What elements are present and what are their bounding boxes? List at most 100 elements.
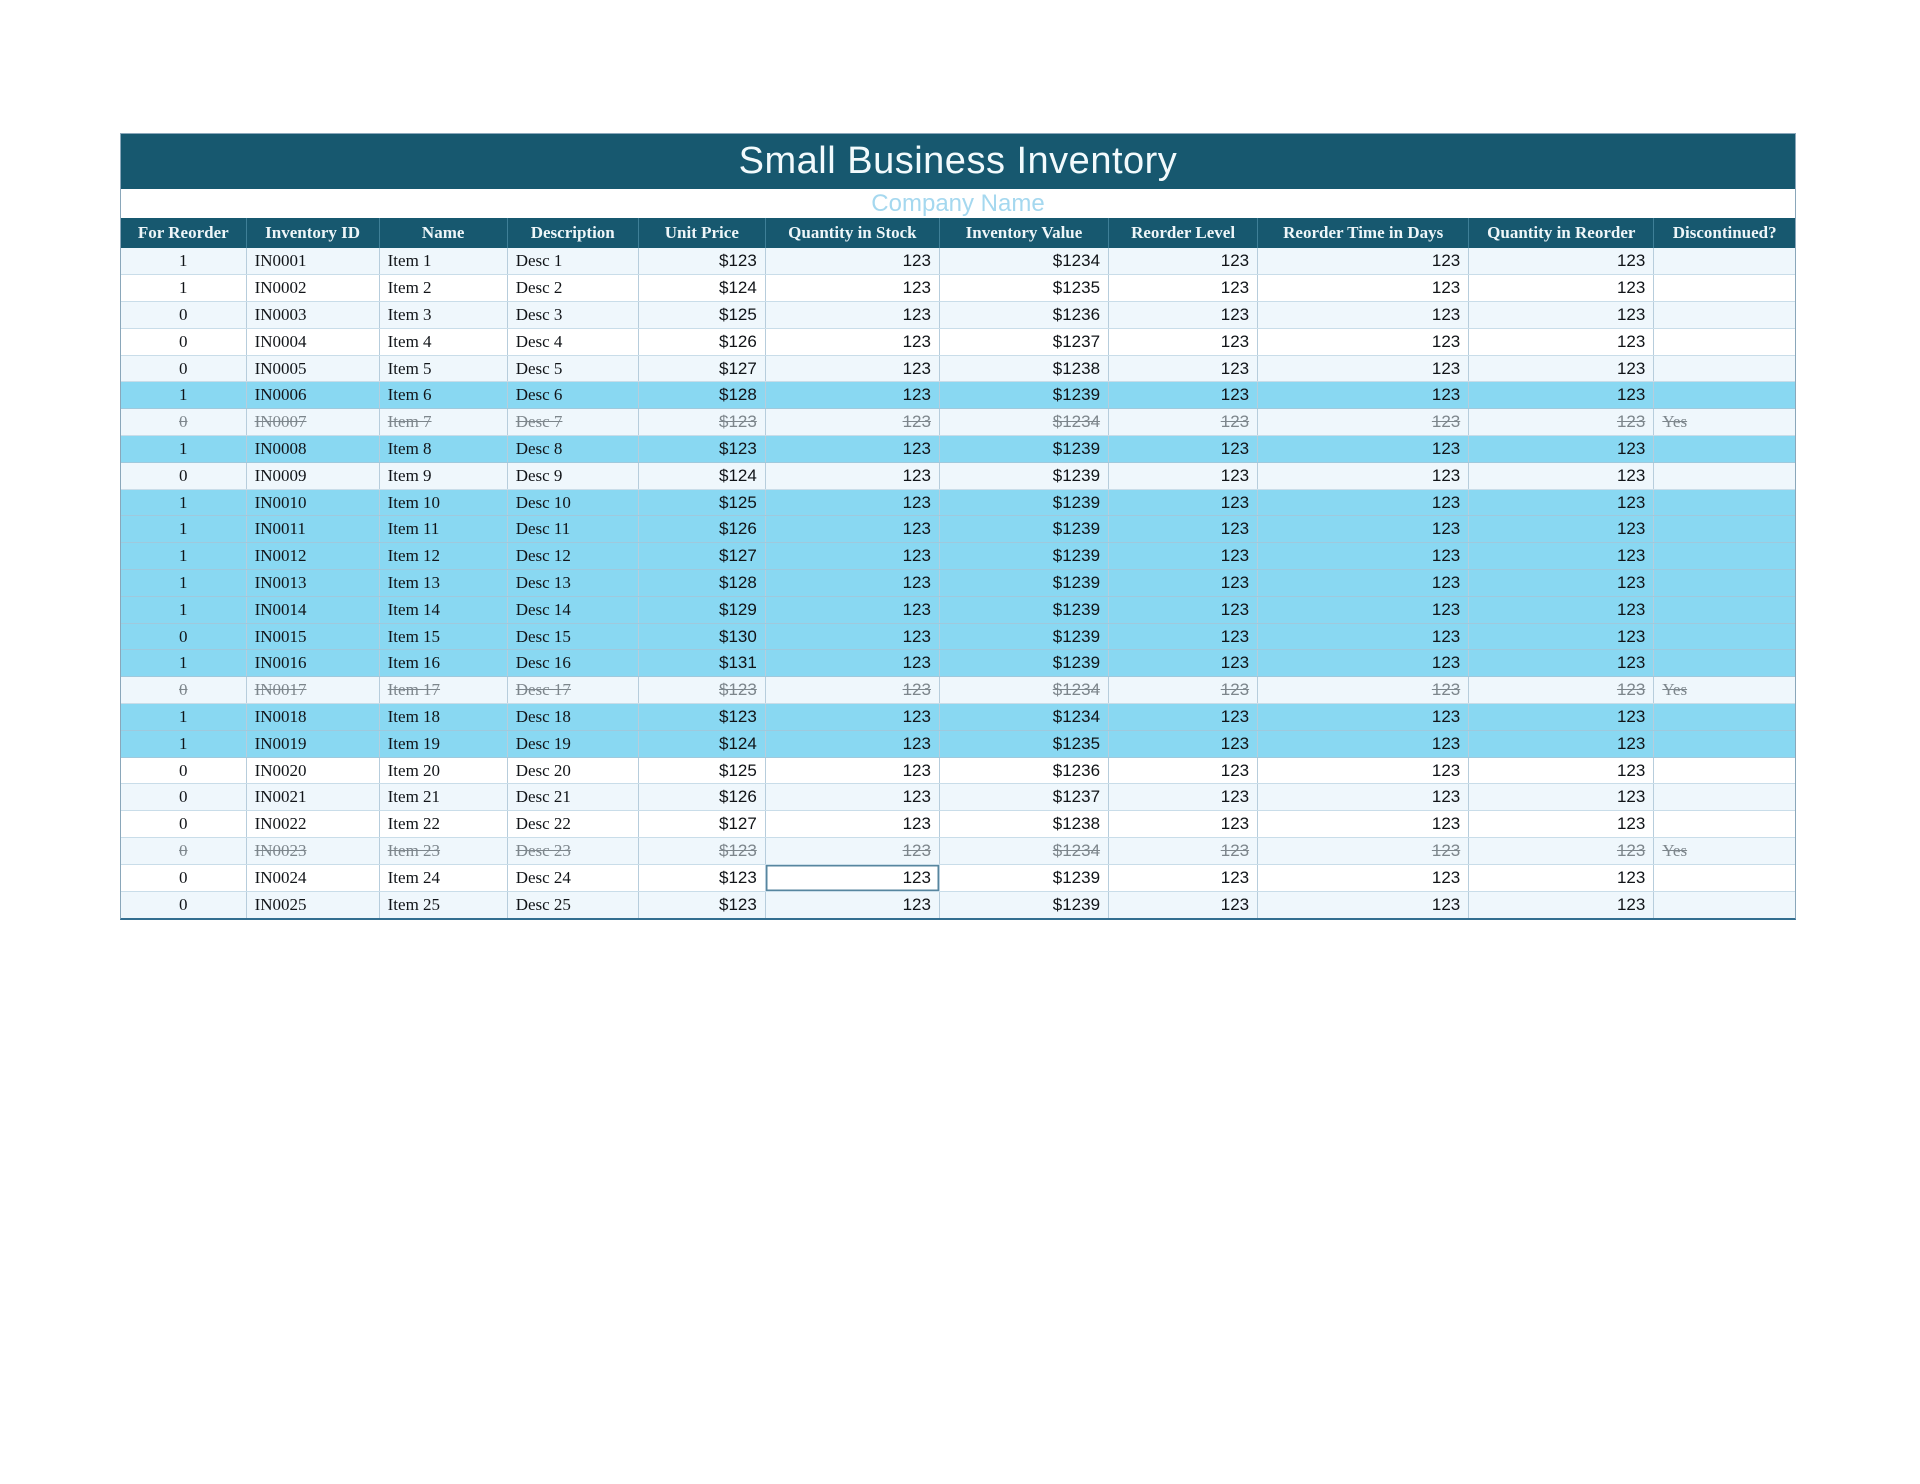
cell[interactable]: 123 [1257, 462, 1470, 490]
cell[interactable]: 123 [1257, 810, 1470, 839]
cell[interactable]: 1 [121, 703, 247, 731]
cell[interactable]: 123 [1257, 569, 1470, 597]
cell[interactable]: Item 18 [379, 703, 508, 731]
cell[interactable]: Item 19 [379, 730, 508, 758]
cell[interactable]: 123 [1257, 864, 1470, 892]
cell[interactable]: Desc 9 [507, 462, 639, 490]
cell[interactable]: 123 [1108, 355, 1259, 383]
cell[interactable]: Desc 14 [507, 596, 639, 624]
cell[interactable]: $1239 [939, 515, 1110, 544]
cell[interactable]: 123 [1468, 891, 1655, 918]
cell[interactable]: Item 6 [379, 381, 508, 410]
cell[interactable]: IN0023 [246, 837, 380, 865]
cell[interactable]: 123 [1257, 891, 1470, 918]
cell[interactable]: 1 [121, 274, 247, 303]
cell[interactable]: Item 21 [379, 783, 508, 812]
cell[interactable]: 123 [1108, 810, 1259, 839]
cell[interactable]: 123 [1468, 328, 1655, 356]
cell[interactable]: 123 [1468, 837, 1655, 865]
column-header[interactable]: Quantity in Reorder [1468, 218, 1655, 248]
cell[interactable]: 123 [1108, 328, 1259, 356]
cell[interactable]: $126 [638, 328, 766, 356]
cell[interactable]: 123 [1257, 355, 1470, 383]
cell[interactable]: 1 [121, 596, 247, 624]
cell[interactable] [1653, 810, 1795, 839]
cell[interactable]: $126 [638, 783, 766, 812]
cell[interactable]: 123 [765, 623, 940, 651]
cell[interactable]: Item 10 [379, 489, 508, 517]
cell[interactable]: 123 [1468, 623, 1655, 651]
cell[interactable]: IN0011 [246, 515, 380, 544]
cell[interactable]: 123 [765, 355, 940, 383]
cell[interactable]: 123 [1257, 274, 1470, 303]
cell[interactable]: IN0024 [246, 864, 380, 892]
cell[interactable]: Item 11 [379, 515, 508, 544]
cell[interactable]: 123 [1108, 891, 1259, 918]
cell[interactable]: Item 4 [379, 328, 508, 356]
cell[interactable]: 123 [1108, 301, 1259, 329]
cell[interactable]: 123 [765, 730, 940, 758]
cell[interactable]: Item 8 [379, 435, 508, 463]
column-header[interactable]: Discontinued? [1653, 218, 1795, 248]
cell[interactable]: Desc 20 [507, 757, 639, 785]
cell[interactable]: 0 [121, 891, 247, 918]
cell[interactable]: Desc 21 [507, 783, 639, 812]
cell[interactable] [1653, 542, 1795, 571]
cell[interactable]: 123 [765, 381, 940, 410]
cell[interactable]: Item 14 [379, 596, 508, 624]
column-header[interactable]: Reorder Time in Days [1257, 218, 1470, 248]
cell[interactable]: 123 [1257, 489, 1470, 517]
cell[interactable]: IN0018 [246, 703, 380, 731]
cell[interactable] [1653, 355, 1795, 383]
cell[interactable]: Desc 13 [507, 569, 639, 597]
cell[interactable]: 123 [1468, 649, 1655, 678]
cell[interactable]: 123 [1257, 783, 1470, 812]
cell[interactable]: 123 [1108, 489, 1259, 517]
cell[interactable]: $1239 [939, 569, 1110, 597]
cell[interactable]: $123 [638, 676, 766, 705]
cell[interactable]: IN0001 [246, 248, 380, 276]
cell[interactable] [1653, 435, 1795, 463]
cell[interactable]: $1239 [939, 435, 1110, 463]
cell[interactable]: $1239 [939, 864, 1110, 892]
cell[interactable]: Item 24 [379, 864, 508, 892]
cell[interactable]: 123 [765, 542, 940, 571]
cell[interactable]: 123 [765, 757, 940, 785]
cell[interactable]: $123 [638, 248, 766, 276]
cell[interactable]: $1239 [939, 891, 1110, 918]
cell[interactable] [1653, 489, 1795, 517]
cell[interactable]: $129 [638, 596, 766, 624]
cell[interactable]: 0 [121, 864, 247, 892]
cell[interactable]: 1 [121, 542, 247, 571]
cell[interactable]: IN0022 [246, 810, 380, 839]
column-header[interactable]: For Reorder [121, 218, 247, 248]
cell[interactable]: 123 [1468, 676, 1655, 705]
cell[interactable]: 123 [1468, 596, 1655, 624]
cell[interactable] [1653, 328, 1795, 356]
cell[interactable]: Desc 4 [507, 328, 639, 356]
cell[interactable] [1653, 891, 1795, 918]
cell[interactable]: Desc 11 [507, 515, 639, 544]
cell[interactable] [1653, 703, 1795, 731]
cell[interactable]: 123 [765, 837, 940, 865]
cell[interactable]: Desc 8 [507, 435, 639, 463]
cell[interactable]: $127 [638, 810, 766, 839]
cell[interactable]: $123 [638, 891, 766, 918]
cell[interactable]: Desc 25 [507, 891, 639, 918]
cell[interactable]: 123 [1468, 274, 1655, 303]
cell[interactable]: Item 1 [379, 248, 508, 276]
cell[interactable]: Yes [1653, 837, 1795, 865]
cell[interactable] [1653, 248, 1795, 276]
cell[interactable]: 123 [1468, 435, 1655, 463]
cell[interactable]: Item 22 [379, 810, 508, 839]
cell[interactable]: $123 [638, 408, 766, 437]
cell[interactable]: $128 [638, 569, 766, 597]
cell[interactable]: Desc 24 [507, 864, 639, 892]
cell[interactable]: Item 16 [379, 649, 508, 678]
cell[interactable]: IN0013 [246, 569, 380, 597]
cell[interactable] [1653, 569, 1795, 597]
cell[interactable]: 123 [765, 891, 940, 918]
cell[interactable]: $1239 [939, 462, 1110, 490]
cell[interactable]: 123 [1257, 542, 1470, 571]
cell[interactable]: Yes [1653, 408, 1795, 437]
